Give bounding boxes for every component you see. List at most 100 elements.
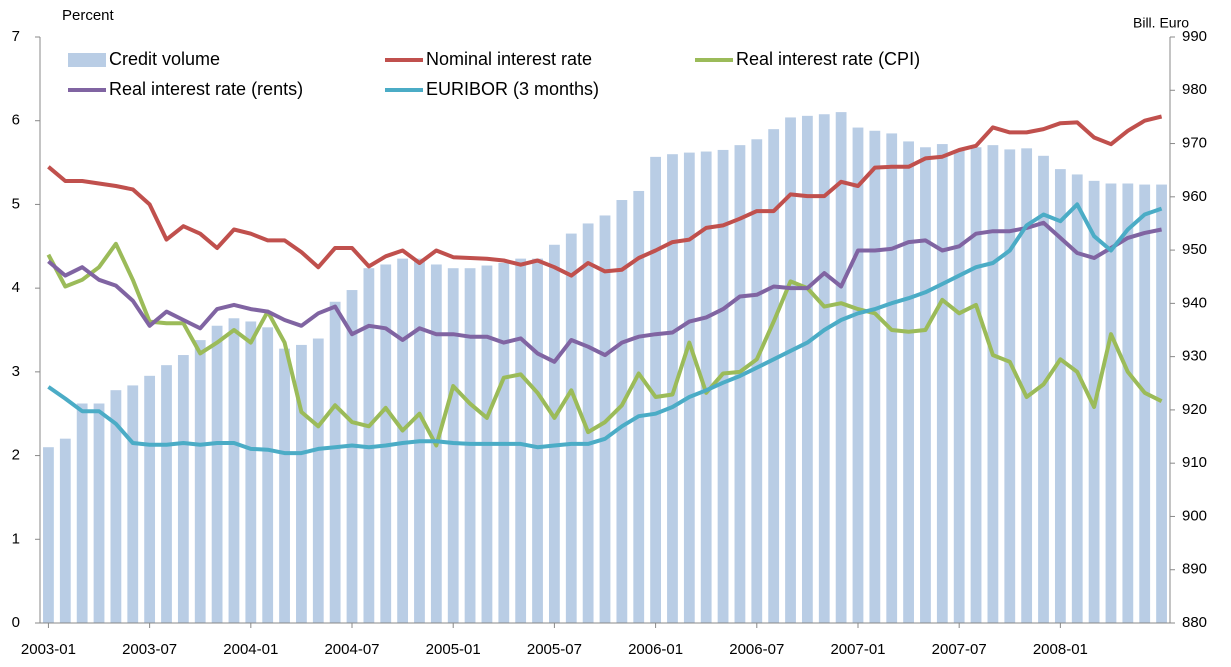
bar [1038,155,1049,623]
bar [1004,149,1016,623]
bar [1122,183,1134,623]
bar [211,325,223,623]
bar [346,290,358,623]
bar [565,233,577,624]
legend-swatch [68,53,106,67]
legend-label: Real interest rate (rents) [109,79,303,99]
bar [279,348,290,623]
bar [953,149,965,624]
y2-axis-label: Bill. Euro [1133,15,1189,31]
y2-tick-label: 940 [1182,294,1207,311]
bar [549,244,560,623]
bar [312,338,324,623]
bar [447,268,459,623]
y2-tick-label: 910 [1182,454,1207,471]
x-tick-label: 2003-07 [122,641,177,658]
bar [262,327,274,623]
bar [177,355,189,623]
bar [1139,184,1151,623]
bar [532,258,543,623]
y2-tick-label: 930 [1182,348,1207,365]
bar [329,301,341,623]
bar [683,152,695,624]
y-tick-label: 6 [12,112,20,129]
y-tick-label: 0 [12,614,20,631]
bar [650,156,661,623]
legend-label: Nominal interest rate [426,49,592,69]
bar [785,117,796,623]
x-tick-label: 2006-07 [729,641,784,658]
y2-tick-label: 880 [1182,614,1207,631]
x-tick-label: 2003-01 [21,641,76,658]
bar [93,403,105,623]
y2-tick-label: 980 [1182,81,1207,98]
bar [76,403,88,623]
line [47,114,1163,278]
bar [633,190,645,623]
bar [245,321,257,623]
bar [59,438,71,623]
line [46,241,1163,448]
bar [869,130,881,623]
line [47,220,1162,364]
bar [835,112,847,623]
bar [801,115,813,624]
bar [903,141,914,623]
bar [599,215,611,624]
x-tick-label: 2005-07 [527,641,582,658]
bar [818,114,830,623]
bar [970,147,982,624]
bar [768,129,780,624]
y-tick-label: 5 [12,195,20,212]
bar [1105,183,1117,623]
x-tick-label: 2004-07 [324,641,379,658]
x-tick-label: 2007-07 [932,641,987,658]
y-tick-label: 7 [12,28,20,45]
bar [920,147,931,624]
bar [717,149,729,624]
bar [852,127,864,624]
bar [397,258,409,623]
bar [751,139,763,623]
legend-label: Credit volume [109,49,220,69]
bar [296,344,307,623]
y2-tick-label: 990 [1182,28,1207,45]
y-axis-label: Percent [62,7,115,24]
bar [43,447,54,623]
y-tick-label: 3 [12,363,20,380]
legend-label: Real interest rate (CPI) [736,49,920,69]
bar [110,390,122,623]
y2-tick-label: 900 [1182,507,1207,524]
y2-tick-label: 920 [1182,401,1207,418]
x-tick-label: 2008-01 [1033,641,1088,658]
bar [515,258,527,623]
bar [228,318,240,623]
bar [886,133,898,623]
bar [1054,169,1066,623]
bar [582,223,594,624]
y2-tick-label: 890 [1182,561,1207,578]
bar [194,340,206,623]
y2-tick-label: 950 [1182,241,1207,258]
y2-tick-label: 960 [1182,188,1207,205]
y2-tick-label: 970 [1182,135,1207,152]
bar [1021,148,1033,623]
bar [734,145,746,624]
x-tick-label: 2007-01 [830,641,885,658]
y-tick-label: 2 [12,447,20,464]
x-tick-label: 2005-01 [426,641,481,658]
bar [161,365,172,623]
bar [987,145,999,624]
y-tick-label: 4 [12,279,20,296]
x-tick-label: 2004-01 [223,641,278,658]
bar [144,375,156,623]
bar [616,200,628,624]
x-tick-label: 2006-01 [628,641,683,658]
line [47,202,1163,456]
legend-label: EURIBOR (3 months) [426,79,599,99]
bar [936,144,948,623]
bar [1156,184,1167,623]
bar [127,385,139,623]
y-tick-label: 1 [12,530,20,547]
